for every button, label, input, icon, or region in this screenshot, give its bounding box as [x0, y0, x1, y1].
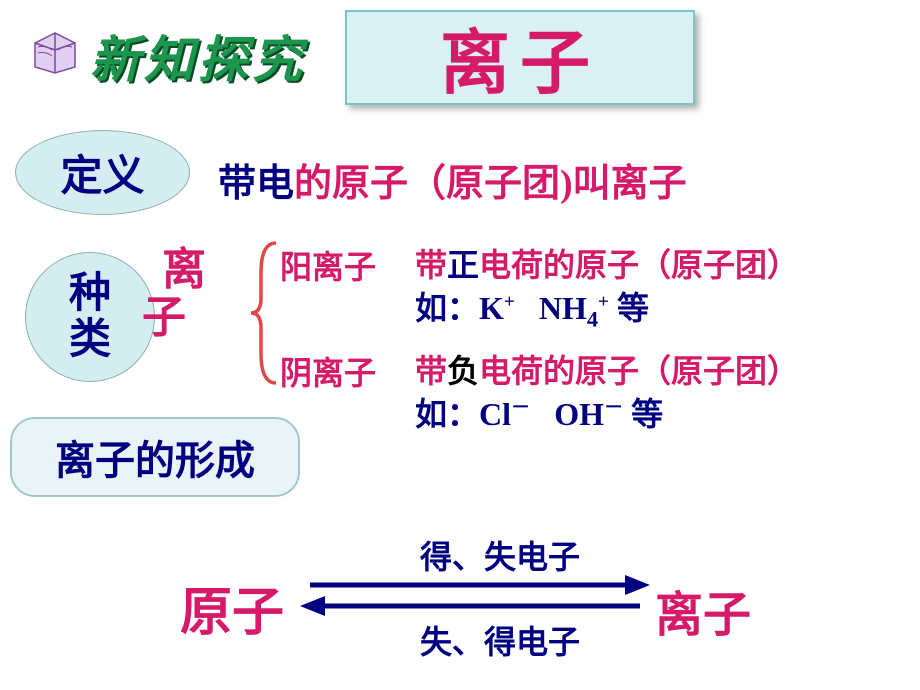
section-header: 新知探究	[90, 20, 306, 92]
types-oval: 种类	[25, 252, 155, 382]
definition-oval: 定义	[15, 130, 190, 215]
title-text: 离子	[440, 7, 600, 108]
ion-label: 离子	[655, 575, 751, 645]
cation-desc: 带正电荷的原子（原子团）	[415, 240, 799, 286]
cation-label: 阳离子	[280, 242, 376, 288]
atom-label: 原子	[180, 570, 284, 645]
anion-desc: 带负电荷的原子（原子团）	[415, 346, 799, 392]
arrow-bottom-text: 失、得电子	[420, 617, 580, 663]
anion-example: 如：Cl－ OH－ 等	[415, 389, 663, 435]
definition-text: 带电的原子（原子团)叫离子	[218, 152, 687, 207]
formation-box-label: 离子的形成	[55, 428, 255, 486]
formation-box: 离子的形成	[10, 417, 300, 497]
types-oval-label: 种类	[69, 271, 111, 363]
cation-example: 如：K+ NH4+ 等	[415, 283, 649, 332]
definition-oval-label: 定义	[60, 142, 144, 203]
anion-label: 阴离子	[280, 348, 376, 394]
brace-icon	[248, 238, 278, 388]
brace-label: 离 子	[162, 246, 206, 343]
title-box: 离子	[345, 10, 695, 105]
definition-part2: 的原子（原子团)叫离子	[294, 163, 687, 205]
definition-part1: 带电	[218, 163, 294, 205]
book-icon	[30, 25, 80, 75]
equilibrium-arrows-icon	[300, 570, 650, 620]
